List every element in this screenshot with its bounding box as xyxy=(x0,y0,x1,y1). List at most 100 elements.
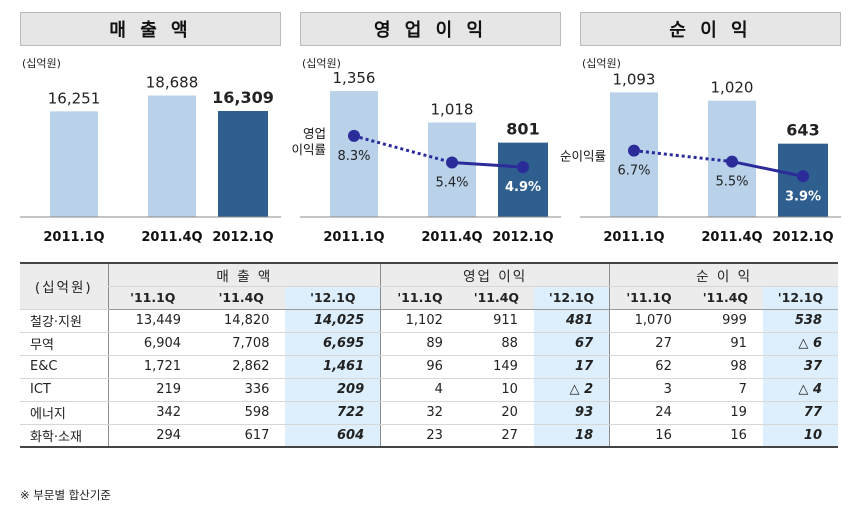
ratio-value-label: 5.5% xyxy=(715,175,748,190)
bar-value-label: 643 xyxy=(786,121,819,140)
table-cell: 16 xyxy=(687,424,763,448)
table-cell: 77 xyxy=(762,401,838,425)
table-cell: 19 xyxy=(687,401,763,425)
table-cell: 1,070 xyxy=(609,309,688,333)
bar-2011.1Q xyxy=(50,111,98,217)
sales-bar-chart: 16,251 2011.1Q 18,688 2011.4Q 16,309 2012.1Q xyxy=(20,74,281,245)
table-cell: 14,025 xyxy=(285,309,381,333)
table-cell: 604 xyxy=(285,424,381,448)
table-group-header-operating-profit: 영업 이익 xyxy=(380,262,610,287)
table-cell: 18 xyxy=(533,424,610,448)
ratio-point xyxy=(517,161,529,174)
table-period-header: '12.1Q xyxy=(533,286,610,310)
table-cell: 617 xyxy=(197,424,286,448)
category-label: 2012.1Q xyxy=(772,230,833,245)
category-label: 2012.1Q xyxy=(212,230,273,245)
table-cell: 91 xyxy=(687,332,763,356)
unit-label-net-profit: (십억원) xyxy=(582,57,621,70)
table-cell: 209 xyxy=(285,378,381,402)
panel-header-operating-profit: 영 업 이 익 xyxy=(300,12,561,46)
row-label: ICT xyxy=(20,378,108,402)
table-cell: 481 xyxy=(533,309,610,333)
row-label: E&C xyxy=(20,355,108,379)
ratio-series-label: 이익률 xyxy=(291,142,326,157)
bar-value-label: 16,309 xyxy=(212,88,274,107)
table-period-header: '11.1Q xyxy=(107,286,198,310)
table-cell: 20 xyxy=(458,401,534,425)
category-label: 2011.1Q xyxy=(323,230,384,245)
table-cell: 336 xyxy=(197,378,286,402)
footnote: ※ 부문별 합산기준 xyxy=(20,488,112,502)
ratio-point xyxy=(797,170,809,183)
table-cell: 27 xyxy=(458,424,534,448)
table-group-header-net-profit: 순 이 익 xyxy=(609,262,838,287)
table-cell: △ 6 xyxy=(762,332,838,356)
category-label: 2012.1Q xyxy=(492,230,553,245)
bar-2011.4Q xyxy=(428,122,476,217)
ratio-series-label: 영업 xyxy=(303,126,326,141)
unit-label-sales: (십억원) xyxy=(22,57,61,70)
bar-value-label: 1,020 xyxy=(711,79,754,97)
table-cell: 17 xyxy=(533,355,610,379)
table-cell: 7,708 xyxy=(197,332,286,356)
ratio-line-dotted xyxy=(353,134,453,164)
table-cell: 1,102 xyxy=(380,309,459,333)
table-period-header: '11.1Q xyxy=(380,286,459,310)
bar-value-label: 16,251 xyxy=(48,89,101,107)
bar-value-label: 18,688 xyxy=(146,74,199,92)
bar-2011.1Q xyxy=(330,91,378,217)
table-period-header: '11.4Q xyxy=(197,286,286,310)
operating-profit-chart: 1,356 2011.1Q 1,018 2011.4Q 801 2012.1Q 8.3% 5.… xyxy=(291,69,561,245)
table-row: 무역 6,904 7,708 6,695 89 88 67 27 91 △ 6 xyxy=(20,332,838,356)
table-cell: 2,862 xyxy=(197,355,286,379)
ratio-line-solid xyxy=(451,161,524,169)
table-body: 철강·지원 13,449 14,820 14,025 1,102 911 481 1,070 9… xyxy=(20,309,838,448)
table-cell: 294 xyxy=(107,424,198,448)
bar-2011.4Q xyxy=(148,95,196,217)
bar-value-label: 1,018 xyxy=(431,100,474,118)
table-row: 화학·소재 294 617 604 23 27 18 16 16 10 xyxy=(20,424,838,448)
table-cell: 722 xyxy=(285,401,381,425)
category-label: 2011.4Q xyxy=(141,230,202,245)
unit-label-operating-profit: (십억원) xyxy=(302,57,341,70)
table-cell: 24 xyxy=(609,401,688,425)
category-label: 2011.1Q xyxy=(603,230,664,245)
table-group-header-sales: 매 출 액 xyxy=(107,262,381,287)
panel-header-sales: 매 출 액 xyxy=(20,12,281,46)
table-cell: 14,820 xyxy=(197,309,286,333)
ratio-point xyxy=(726,155,738,168)
table-cell: 89 xyxy=(380,332,459,356)
table-cell: 1,721 xyxy=(107,355,198,379)
table-row: ICT 219 336 209 4 10 △ 2 3 7 △ 4 xyxy=(20,378,838,402)
table-cell: 16 xyxy=(609,424,688,448)
ratio-value-label: 4.9% xyxy=(505,180,541,195)
bar-value-label: 1,093 xyxy=(613,70,656,88)
ratio-value-label: 5.4% xyxy=(435,176,468,191)
ratio-value-label: 8.3% xyxy=(337,149,370,164)
table-cell: 598 xyxy=(197,401,286,425)
table-cell: 10 xyxy=(458,378,534,402)
table-cell: 98 xyxy=(687,355,763,379)
ratio-point xyxy=(628,144,640,157)
table-cell: 13,449 xyxy=(107,309,198,333)
table-unit-header: (십억원) xyxy=(20,262,108,310)
net-profit-chart: 1,093 2011.1Q 1,020 2011.4Q 643 2012.1Q 6.7% 5.… xyxy=(560,70,841,245)
table-cell: 32 xyxy=(380,401,459,425)
table-period-header: '11.1Q xyxy=(609,286,688,310)
table-cell: 4 xyxy=(380,378,459,402)
category-label: 2011.1Q xyxy=(43,230,104,245)
table-cell: 999 xyxy=(687,309,763,333)
ratio-value-label: 6.7% xyxy=(617,164,650,179)
table-period-header: '12.1Q xyxy=(762,286,838,310)
table-cell: 67 xyxy=(533,332,610,356)
table-period-header: '12.1Q xyxy=(285,286,381,310)
table-cell: 62 xyxy=(609,355,688,379)
ratio-line-solid xyxy=(731,160,804,178)
table-cell: 7 xyxy=(687,378,763,402)
table-cell: △ 4 xyxy=(762,378,838,402)
table-row: E&C 1,721 2,862 1,461 96 149 17 62 98 37 xyxy=(20,355,838,379)
table-cell: 1,461 xyxy=(285,355,381,379)
bar-value-label: 801 xyxy=(506,120,539,139)
ratio-line-dotted xyxy=(633,149,733,164)
table-cell: 6,695 xyxy=(285,332,381,356)
